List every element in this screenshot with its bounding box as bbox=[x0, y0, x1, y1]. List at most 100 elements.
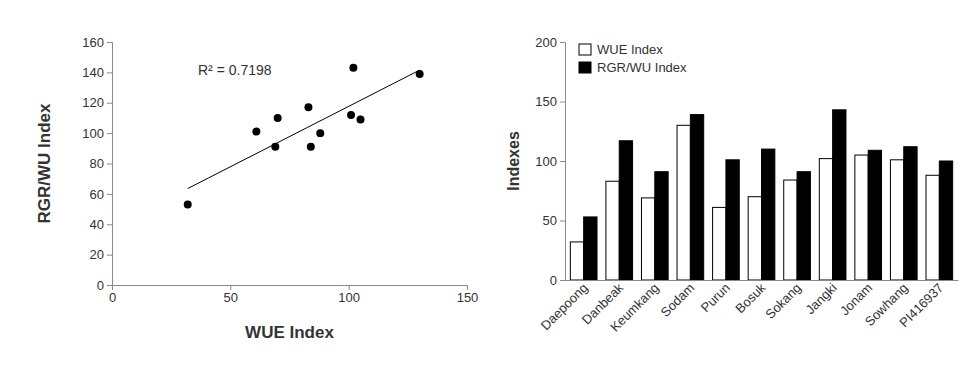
bar bbox=[855, 155, 868, 280]
x-axis-tick: 50 bbox=[224, 285, 238, 305]
x-axis-tick-label: Sokang bbox=[762, 280, 804, 322]
plot-area bbox=[184, 64, 424, 209]
y-axis-tick-mark bbox=[107, 42, 112, 43]
scatter-point bbox=[274, 114, 282, 122]
y-axis-tick-mark bbox=[560, 42, 565, 43]
y-axis-tick: 100 bbox=[82, 126, 112, 141]
y-axis-tick-mark bbox=[107, 224, 112, 225]
y-axis-tick: 50 bbox=[543, 213, 565, 228]
x-axis-tick-label: PI416937 bbox=[896, 280, 946, 330]
x-axis-tick: Keumkang bbox=[607, 280, 662, 335]
y-axis-tick-label: 50 bbox=[543, 213, 557, 228]
y-axis-tick: 60 bbox=[90, 187, 112, 202]
bar bbox=[584, 217, 597, 280]
y-axis-tick-label: 100 bbox=[82, 126, 104, 141]
legend-swatch bbox=[579, 44, 591, 55]
bar bbox=[726, 160, 739, 280]
y-axis-tick: 0 bbox=[97, 278, 112, 293]
bar bbox=[677, 125, 690, 280]
y-axis-tick-label: 80 bbox=[90, 156, 104, 171]
y-axis-tick: 120 bbox=[82, 95, 112, 110]
y-axis-tick: 160 bbox=[82, 35, 112, 50]
y-axis-tick-label: 200 bbox=[535, 35, 557, 50]
y-axis-tick-label: 40 bbox=[90, 217, 104, 232]
y-axis-tick-label: 140 bbox=[82, 65, 104, 80]
y-axis-tick-mark bbox=[107, 164, 112, 165]
bar bbox=[690, 115, 703, 280]
legend-label: RGR/WU Index bbox=[597, 60, 687, 75]
y-axis-tick-mark bbox=[107, 285, 112, 286]
y-axis-tick: 150 bbox=[535, 94, 565, 109]
x-axis-tick: Daepoong bbox=[538, 280, 591, 333]
x-axis-tick: Sodam bbox=[658, 280, 698, 320]
bar bbox=[619, 141, 632, 280]
x-axis-tick-label: 100 bbox=[338, 290, 360, 305]
y-axis-tick-label: 100 bbox=[535, 154, 557, 169]
x-axis-tick-label: Purun bbox=[698, 280, 733, 315]
y-axis-tick: 140 bbox=[82, 65, 112, 80]
y-axis-tick-label: 0 bbox=[97, 278, 104, 293]
y-axis-tick: 80 bbox=[90, 156, 112, 171]
bar bbox=[797, 172, 810, 280]
x-axis-tick: Sokang bbox=[762, 280, 804, 322]
annotation: R² = 0.7198 bbox=[198, 62, 272, 78]
x-axis-tick: 100 bbox=[338, 285, 360, 305]
x-axis-title: WUE Index bbox=[245, 323, 334, 342]
bar bbox=[641, 198, 654, 280]
y-axis-tick-mark bbox=[107, 72, 112, 73]
y-axis-tick-mark bbox=[560, 280, 565, 281]
legend-swatch bbox=[579, 62, 591, 73]
bar bbox=[904, 147, 917, 280]
y-axis-line bbox=[107, 43, 113, 286]
bar-chart: DaepoongDanbeakKeumkangSodamPurunBosukSo… bbox=[505, 35, 959, 335]
x-axis: 0 50 100 150 bbox=[109, 285, 478, 305]
scatter-point bbox=[304, 103, 312, 111]
y-axis-tick-mark bbox=[107, 255, 112, 256]
bar bbox=[784, 180, 797, 280]
y-axis-tick-label: 150 bbox=[535, 94, 557, 109]
y-axis-tick: 100 bbox=[535, 154, 565, 169]
plot-area bbox=[570, 110, 952, 280]
x-axis-line bbox=[113, 286, 468, 291]
bar bbox=[833, 110, 846, 280]
y-axis-tick-label: 0 bbox=[550, 273, 557, 288]
y-axis-title: Indexes bbox=[505, 131, 522, 191]
x-axis-tick-label: 150 bbox=[457, 290, 479, 305]
x-axis-tick: 0 bbox=[109, 285, 116, 305]
y-axis-line bbox=[560, 43, 566, 281]
scatter-point bbox=[252, 128, 260, 136]
y-axis-tick: 20 bbox=[90, 247, 112, 262]
y-axis-tick-mark bbox=[560, 221, 565, 222]
y-axis-tick-label: 160 bbox=[82, 35, 104, 50]
x-axis-tick-label: 0 bbox=[109, 290, 116, 305]
y-axis: 0 50 100 150 200 bbox=[535, 35, 565, 288]
scatter-point bbox=[347, 111, 355, 119]
bar bbox=[926, 175, 939, 280]
x-axis: DaepoongDanbeakKeumkangSodamPurunBosukSo… bbox=[538, 280, 959, 335]
x-axis-tick: Jangki bbox=[802, 280, 839, 317]
bar bbox=[890, 160, 903, 280]
bar bbox=[868, 150, 881, 280]
legend: WUE Index RGR/WU Index bbox=[579, 42, 687, 75]
y-axis-tick-label: 120 bbox=[82, 95, 104, 110]
x-axis-tick: PI416937 bbox=[896, 280, 946, 330]
trend-line bbox=[188, 70, 420, 188]
y-axis-tick-mark bbox=[560, 102, 565, 103]
scatter-point bbox=[349, 64, 357, 72]
legend-label: WUE Index bbox=[597, 42, 663, 57]
x-axis-tick-label: Keumkang bbox=[607, 280, 662, 335]
scatter-chart: 0 50 100 150 0 20 40 60 80 100 120 140 160 R² = 0.719… bbox=[35, 35, 478, 342]
bar bbox=[748, 197, 761, 280]
x-axis-tick-label: Daepoong bbox=[538, 280, 591, 333]
x-axis-tick-label: 50 bbox=[224, 290, 238, 305]
bar bbox=[570, 242, 583, 280]
y-axis-tick-mark bbox=[107, 103, 112, 104]
bar bbox=[655, 172, 668, 280]
bar bbox=[606, 181, 619, 280]
legend-item: WUE Index bbox=[579, 42, 663, 57]
y-axis-tick: 40 bbox=[90, 217, 112, 232]
y-axis-title: RGR/WU Index bbox=[35, 103, 54, 223]
y-axis-tick: 200 bbox=[535, 35, 565, 50]
x-axis-tick-label: Jangki bbox=[802, 280, 839, 317]
y-axis-tick-label: 20 bbox=[90, 247, 104, 262]
